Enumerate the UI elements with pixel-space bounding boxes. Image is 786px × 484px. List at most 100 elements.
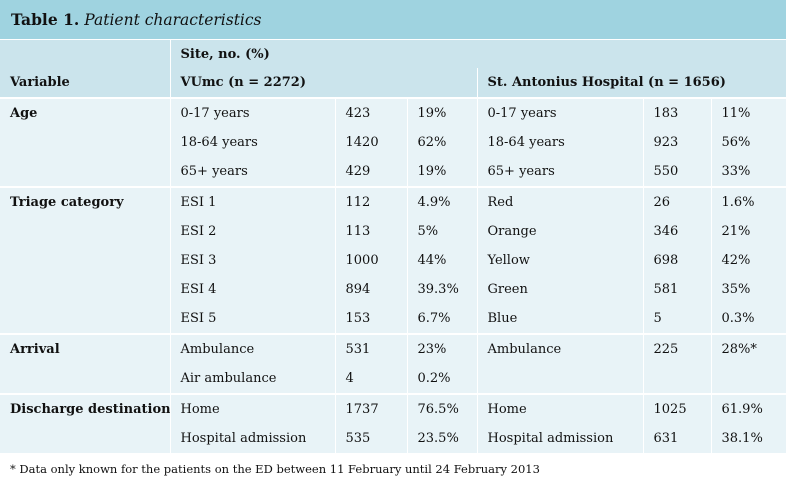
site2-label-cell: Ambulance [477, 333, 644, 364]
site2-label-cell: Hospital admission [477, 424, 644, 453]
variable-cell: Triage category [0, 186, 171, 217]
site1-count-cell: 423 [335, 97, 408, 128]
table-row: Arrival Ambulance 531 23% Ambulance 225 28%* [0, 333, 786, 364]
variable-cell: Discharge destination [0, 393, 171, 424]
site1-label-cell: ESI 2 [170, 217, 336, 246]
header-row: Variable VUmc (n = 2272) St. Antonius Ho… [0, 68, 786, 98]
site1-label-cell: ESI 5 [170, 304, 336, 334]
site1-label-cell: 18-64 years [170, 128, 336, 157]
site2-percent-cell: 42% [711, 246, 786, 275]
site1-percent-cell: 6.7% [407, 304, 478, 334]
header-site1: VUmc (n = 2272) [170, 68, 478, 98]
site1-percent-cell: 4.9% [407, 186, 478, 217]
variable-cell [0, 217, 171, 246]
table-title-text: Patient characteristics [84, 10, 262, 29]
variable-cell [0, 364, 171, 394]
variable-cell: Age [0, 97, 171, 128]
site1-label-cell: Air ambulance [170, 364, 336, 394]
site1-percent-cell: 44% [407, 246, 478, 275]
table-row: Age 0-17 years 423 19% 0-17 years 183 11% [0, 97, 786, 128]
site1-count-cell: 113 [335, 217, 408, 246]
site1-percent-cell: 39.3% [407, 275, 478, 304]
table-title-label: Table 1. [11, 10, 80, 29]
table-row: ESI 5 153 6.7% Blue 5 0.3% [0, 304, 786, 334]
site2-count-cell: 923 [643, 128, 712, 157]
site2-percent-cell: 35% [711, 275, 786, 304]
site1-label-cell: ESI 3 [170, 246, 336, 275]
site1-label-cell: 65+ years [170, 157, 336, 187]
site2-count-cell: 631 [643, 424, 712, 453]
site1-count-cell: 1000 [335, 246, 408, 275]
site2-label-cell: Yellow [477, 246, 644, 275]
site1-percent-cell: 5% [407, 217, 478, 246]
table-row: 18-64 years 1420 62% 18-64 years 923 56% [0, 128, 786, 157]
site1-label-cell: Hospital admission [170, 424, 336, 453]
site2-percent-cell: 28%* [711, 333, 786, 364]
table-row: ESI 2 113 5% Orange 346 21% [0, 217, 786, 246]
site2-percent-cell [711, 364, 786, 394]
table-row: Discharge destination Home 1737 76.5% Home 10… [0, 393, 786, 424]
site1-label-cell: Home [170, 393, 336, 424]
site2-count-cell [643, 364, 712, 394]
site1-count-cell: 894 [335, 275, 408, 304]
table-row: ESI 3 1000 44% Yellow 698 42% [0, 246, 786, 275]
site2-count-cell: 346 [643, 217, 712, 246]
site2-percent-cell: 38.1% [711, 424, 786, 453]
site2-count-cell: 183 [643, 97, 712, 128]
site2-count-cell: 26 [643, 186, 712, 217]
site2-percent-cell: 21% [711, 217, 786, 246]
site2-label-cell: 0-17 years [477, 97, 644, 128]
site1-percent-cell: 23.5% [407, 424, 478, 453]
site1-count-cell: 153 [335, 304, 408, 334]
header-site: Site, no. (%) [170, 40, 786, 68]
variable-cell [0, 246, 171, 275]
site2-count-cell: 698 [643, 246, 712, 275]
header-empty-cell [0, 40, 171, 68]
site1-count-cell: 4 [335, 364, 408, 394]
site1-label-cell: ESI 1 [170, 186, 336, 217]
site1-count-cell: 112 [335, 186, 408, 217]
site1-percent-cell: 62% [407, 128, 478, 157]
site2-percent-cell: 1.6% [711, 186, 786, 217]
site2-count-cell: 581 [643, 275, 712, 304]
variable-cell [0, 275, 171, 304]
site2-percent-cell: 56% [711, 128, 786, 157]
site1-count-cell: 535 [335, 424, 408, 453]
site2-label-cell: Red [477, 186, 644, 217]
table-body: Age 0-17 years 423 19% 0-17 years 183 11% 18-64… [0, 97, 786, 453]
footnote-row: * Data only known for the patients on th… [0, 453, 786, 484]
patient-characteristics-table: Site, no. (%) Variable VUmc (n = 2272) S… [0, 40, 786, 484]
table-row: Triage category ESI 1 112 4.9% Red 26 1.6% [0, 186, 786, 217]
variable-cell [0, 157, 171, 187]
footnote: * Data only known for the patients on th… [0, 453, 786, 484]
site2-count-cell: 1025 [643, 393, 712, 424]
variable-cell [0, 424, 171, 453]
table-row: 65+ years 429 19% 65+ years 550 33% [0, 157, 786, 187]
site2-percent-cell: 33% [711, 157, 786, 187]
table-row: Air ambulance 4 0.2% [0, 364, 786, 394]
site2-label-cell: Blue [477, 304, 644, 334]
site1-percent-cell: 23% [407, 333, 478, 364]
header-variable: Variable [0, 68, 171, 98]
site1-count-cell: 1737 [335, 393, 408, 424]
site1-count-cell: 1420 [335, 128, 408, 157]
site2-count-cell: 5 [643, 304, 712, 334]
site2-label-cell: Green [477, 275, 644, 304]
site1-label-cell: ESI 4 [170, 275, 336, 304]
site2-percent-cell: 0.3% [711, 304, 786, 334]
site1-percent-cell: 76.5% [407, 393, 478, 424]
header-row-top: Site, no. (%) [0, 40, 786, 68]
site2-label-cell: 18-64 years [477, 128, 644, 157]
variable-cell: Arrival [0, 333, 171, 364]
site2-percent-cell: 61.9% [711, 393, 786, 424]
site1-percent-cell: 0.2% [407, 364, 478, 394]
site2-label-cell: Home [477, 393, 644, 424]
site1-label-cell: 0-17 years [170, 97, 336, 128]
variable-cell [0, 128, 171, 157]
site1-count-cell: 531 [335, 333, 408, 364]
site1-label-cell: Ambulance [170, 333, 336, 364]
table-row: Hospital admission 535 23.5% Hospital admis… [0, 424, 786, 453]
site2-label-cell: Orange [477, 217, 644, 246]
site2-count-cell: 225 [643, 333, 712, 364]
